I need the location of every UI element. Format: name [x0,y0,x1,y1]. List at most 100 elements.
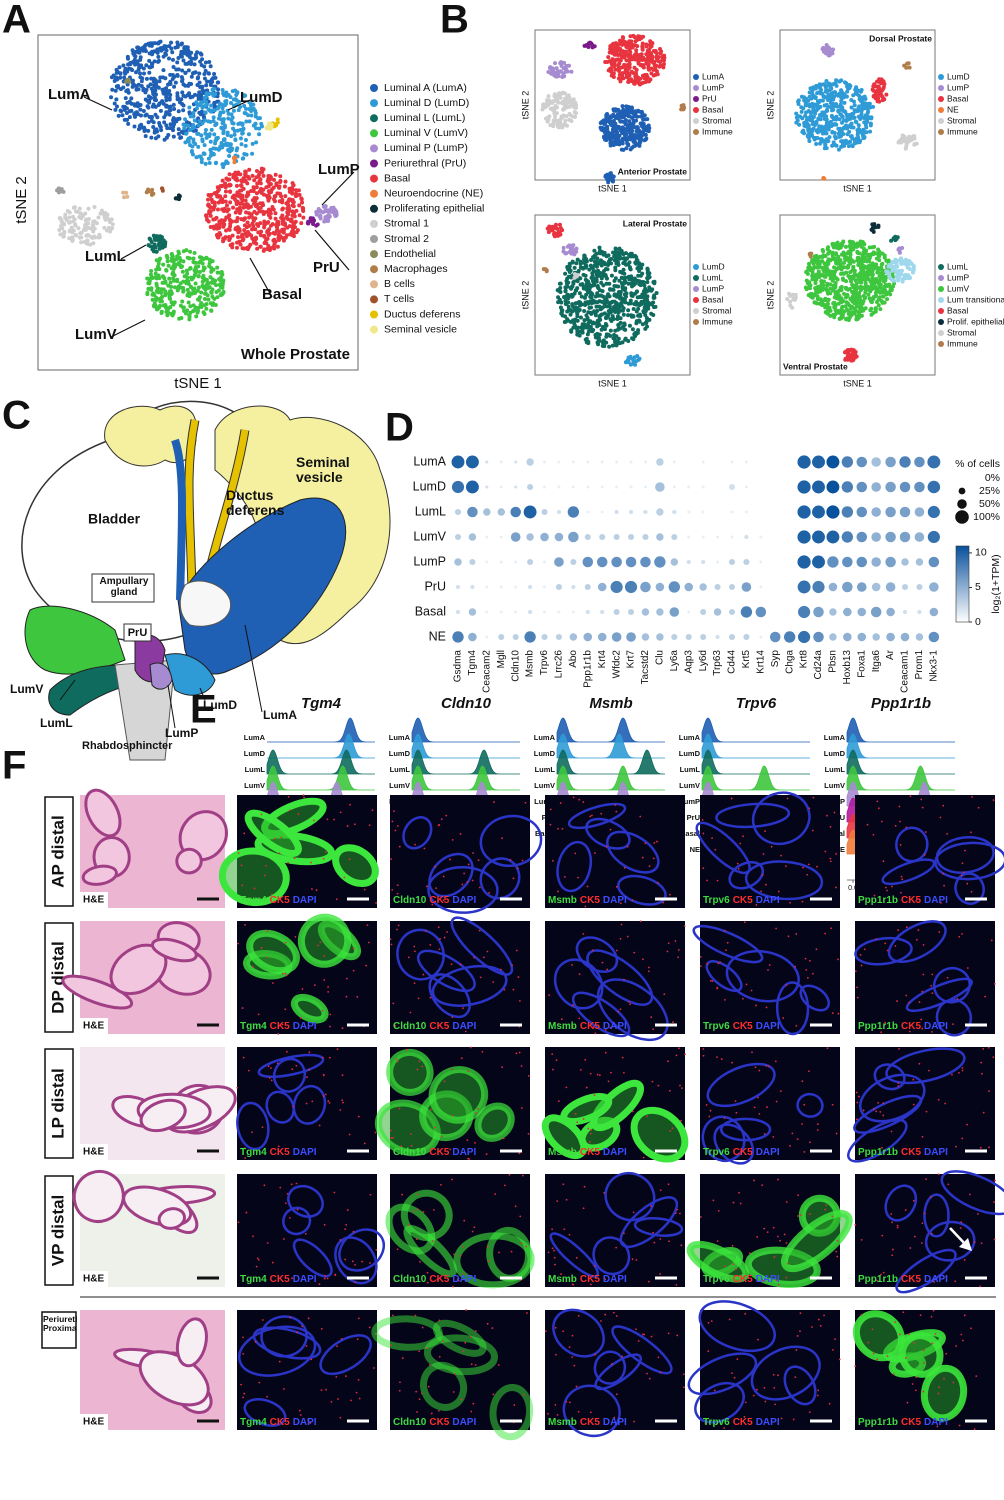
cell-dot [628,107,633,112]
cell-dot [316,207,321,212]
cell-dot [614,343,619,348]
cell-dot [157,79,162,84]
cell-dot [172,122,177,127]
cell-dot [167,276,172,281]
cell-dot [103,217,108,222]
cell-dot [196,297,201,302]
cell-dot [221,128,226,133]
cell-dot [239,217,244,222]
cell-dot [209,290,214,295]
cell-dot [258,233,263,238]
cell-dot [234,183,239,188]
cell-dot [214,289,219,294]
cell-dot [843,285,848,290]
cell-dot [181,279,186,284]
cell-dot [610,343,615,348]
cell-dot [859,88,864,93]
cell-dot [636,328,641,333]
cell-dot [549,66,554,71]
cell-dot [568,112,573,117]
cell-dot [143,113,148,118]
legend-swatch [938,85,944,91]
cell-dot [155,129,160,134]
cell-dot [138,107,143,112]
cell-dot [187,256,192,261]
cell-dot [816,127,821,132]
cell-dot [814,141,819,146]
cell-dot [642,76,647,81]
cell-dot [127,99,132,104]
cell-dot [620,104,625,109]
cell-dot [877,99,882,104]
legend-swatch [693,286,699,292]
cell-dot [614,57,619,62]
cell-dot [250,221,255,226]
cell-dot [637,139,642,144]
cell-dot [611,112,616,117]
cell-dot [611,61,616,66]
cell-dot [184,248,189,253]
cell-dot [269,124,274,129]
cell-dot [151,79,156,84]
cell-dot [297,213,302,218]
cell-dot [850,144,855,149]
cell-dot [218,293,223,298]
cell-dot [196,102,201,107]
cell-dot [634,261,639,266]
cell-dot [822,138,827,143]
cell-dot [253,111,258,116]
cell-dot [226,111,231,116]
cell-dot [820,302,825,307]
cell-dot [595,308,600,313]
cell-dot [625,109,630,114]
cell-dot [809,268,814,273]
cell-dot [252,209,257,214]
cell-dot [831,244,836,249]
cell-dot [845,251,850,256]
cell-dot [86,206,91,211]
cell-dot [859,99,864,104]
plot-title: Anterior Prostate [618,166,688,176]
cell-dot [230,195,235,200]
cell-dot [572,110,577,115]
cell-dot [161,238,166,243]
cell-dot [218,112,223,117]
cell-dot [580,282,585,287]
cell-dot [215,80,220,85]
cell-dot [843,258,848,263]
cell-dot [162,137,167,142]
cell-dot [179,135,184,140]
cell-dot [156,41,161,46]
cell-dot [868,121,873,126]
cell-dot [608,122,613,127]
cell-dot [132,102,137,107]
cell-dot [117,65,122,70]
cell-dot [599,293,604,298]
cell-dot [208,64,213,69]
cell-dot [569,69,574,74]
cell-dot [903,146,908,151]
cell-dot [271,177,276,182]
cell-dot [848,255,853,260]
cell-dot [821,267,826,272]
cell-dot [614,300,619,305]
cell-dot [806,127,811,132]
cluster-label: LumV [75,326,117,343]
cell-dot [573,305,578,310]
cell-dot [149,118,154,123]
cell-dot [233,155,238,160]
cell-dot [607,281,612,286]
cell-dot [839,306,844,311]
cell-dot [560,313,565,318]
cell-dot [133,54,138,59]
cell-dot [73,233,78,238]
cell-dot [881,79,886,84]
cell-dot [590,271,595,276]
x-axis-label: tSNE 1 [598,378,627,388]
cell-dot [614,334,619,339]
cell-dot [646,306,651,311]
cell-dot [815,261,820,266]
cell-dot [572,265,577,270]
cell-dot [567,117,572,122]
cell-dot [175,60,180,65]
